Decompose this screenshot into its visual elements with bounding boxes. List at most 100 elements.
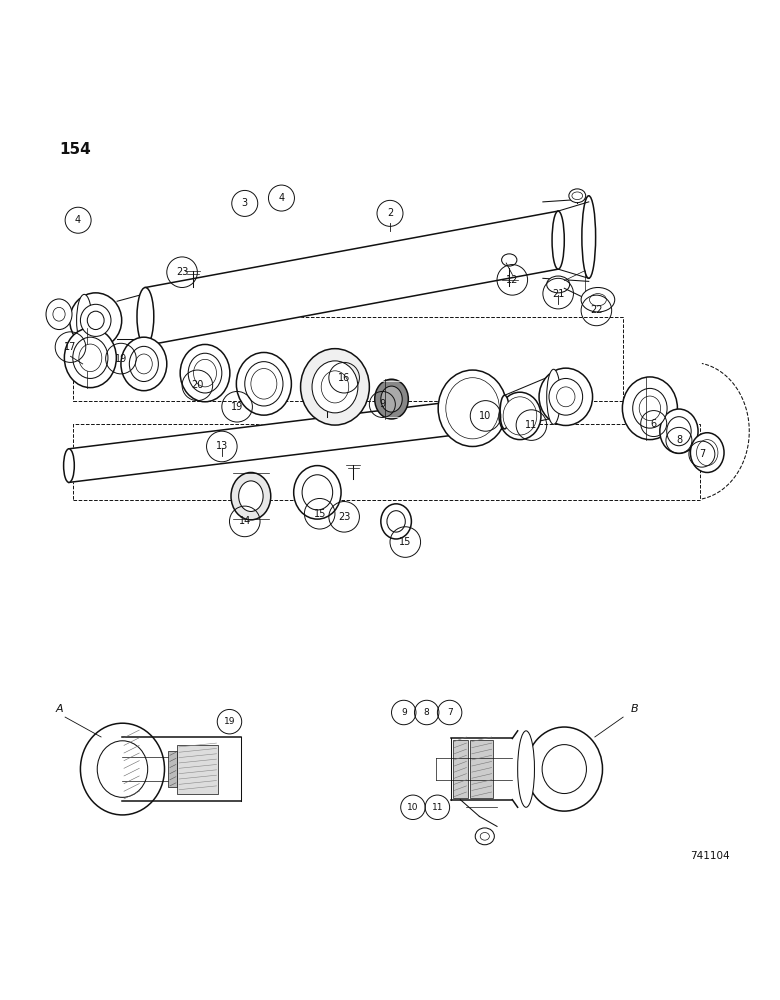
- Bar: [178, 745, 218, 794]
- Ellipse shape: [79, 344, 102, 372]
- Bar: [452, 740, 468, 798]
- Ellipse shape: [667, 417, 691, 446]
- Ellipse shape: [475, 828, 495, 845]
- Text: 22: 22: [590, 305, 603, 315]
- Ellipse shape: [76, 294, 92, 346]
- Text: 13: 13: [216, 441, 228, 451]
- Ellipse shape: [188, 353, 222, 393]
- Text: 7: 7: [699, 449, 705, 459]
- Ellipse shape: [639, 396, 661, 421]
- Ellipse shape: [302, 475, 333, 510]
- Text: 19: 19: [224, 717, 236, 726]
- Ellipse shape: [518, 731, 534, 807]
- Ellipse shape: [526, 727, 602, 811]
- Ellipse shape: [381, 386, 402, 412]
- Text: 11: 11: [431, 803, 443, 812]
- Text: 6: 6: [651, 419, 657, 429]
- Text: 8: 8: [424, 708, 430, 717]
- Text: 21: 21: [552, 289, 565, 299]
- Ellipse shape: [137, 287, 154, 346]
- Ellipse shape: [374, 379, 409, 419]
- Bar: [73, 317, 623, 401]
- Text: 154: 154: [60, 142, 91, 157]
- Ellipse shape: [572, 192, 583, 200]
- Ellipse shape: [121, 337, 167, 391]
- Text: 10: 10: [480, 411, 491, 421]
- Text: 4: 4: [278, 193, 285, 203]
- Ellipse shape: [697, 440, 718, 466]
- Ellipse shape: [87, 311, 104, 330]
- Ellipse shape: [542, 745, 587, 794]
- Ellipse shape: [500, 395, 509, 429]
- Ellipse shape: [65, 328, 116, 388]
- Ellipse shape: [660, 409, 698, 453]
- Ellipse shape: [381, 504, 411, 539]
- Ellipse shape: [690, 433, 724, 472]
- Ellipse shape: [581, 287, 615, 312]
- Polygon shape: [69, 395, 505, 482]
- Ellipse shape: [236, 352, 292, 415]
- Bar: [168, 751, 178, 787]
- Ellipse shape: [633, 388, 667, 428]
- Ellipse shape: [193, 359, 217, 387]
- Text: 14: 14: [239, 516, 251, 526]
- Bar: [122, 737, 241, 801]
- Text: 15: 15: [399, 537, 412, 547]
- Ellipse shape: [590, 294, 606, 306]
- Text: 9: 9: [379, 399, 385, 409]
- Ellipse shape: [557, 387, 575, 407]
- Ellipse shape: [98, 741, 147, 797]
- Ellipse shape: [502, 254, 517, 266]
- Ellipse shape: [136, 354, 152, 374]
- Ellipse shape: [245, 362, 283, 406]
- Text: 17: 17: [64, 342, 76, 352]
- Polygon shape: [117, 294, 145, 339]
- Text: 12: 12: [506, 275, 519, 285]
- Ellipse shape: [582, 196, 596, 278]
- Text: 2: 2: [387, 208, 393, 218]
- Ellipse shape: [239, 481, 263, 511]
- Ellipse shape: [46, 299, 72, 330]
- Ellipse shape: [539, 368, 593, 425]
- Text: 11: 11: [525, 420, 537, 430]
- Ellipse shape: [321, 371, 349, 403]
- Ellipse shape: [549, 378, 583, 415]
- Text: 20: 20: [191, 380, 204, 390]
- Ellipse shape: [622, 377, 677, 440]
- Ellipse shape: [53, 307, 66, 321]
- Text: 8: 8: [676, 435, 682, 445]
- Ellipse shape: [387, 511, 406, 532]
- Text: 23: 23: [176, 267, 188, 277]
- Text: 19: 19: [115, 354, 127, 364]
- Text: 7: 7: [447, 708, 452, 717]
- Ellipse shape: [569, 189, 586, 203]
- Ellipse shape: [294, 466, 341, 519]
- Ellipse shape: [80, 723, 165, 815]
- Ellipse shape: [129, 346, 158, 382]
- Polygon shape: [543, 199, 589, 281]
- Bar: [73, 424, 700, 500]
- Text: 19: 19: [231, 402, 243, 412]
- Text: 10: 10: [407, 803, 419, 812]
- Polygon shape: [505, 375, 552, 429]
- Ellipse shape: [312, 361, 358, 413]
- Text: 16: 16: [338, 373, 350, 383]
- Text: 3: 3: [242, 198, 248, 208]
- Ellipse shape: [180, 344, 230, 402]
- Ellipse shape: [251, 369, 277, 399]
- Bar: [470, 740, 493, 798]
- Text: 15: 15: [314, 509, 326, 519]
- Ellipse shape: [300, 349, 370, 425]
- Ellipse shape: [73, 337, 108, 378]
- Polygon shape: [145, 211, 558, 346]
- Ellipse shape: [438, 370, 507, 446]
- Ellipse shape: [80, 304, 111, 336]
- Ellipse shape: [231, 472, 271, 520]
- Text: B: B: [631, 704, 638, 714]
- Ellipse shape: [64, 449, 74, 482]
- Text: 9: 9: [401, 708, 406, 717]
- Ellipse shape: [69, 293, 122, 348]
- Ellipse shape: [552, 211, 564, 269]
- Text: 23: 23: [338, 512, 350, 522]
- Ellipse shape: [547, 276, 569, 293]
